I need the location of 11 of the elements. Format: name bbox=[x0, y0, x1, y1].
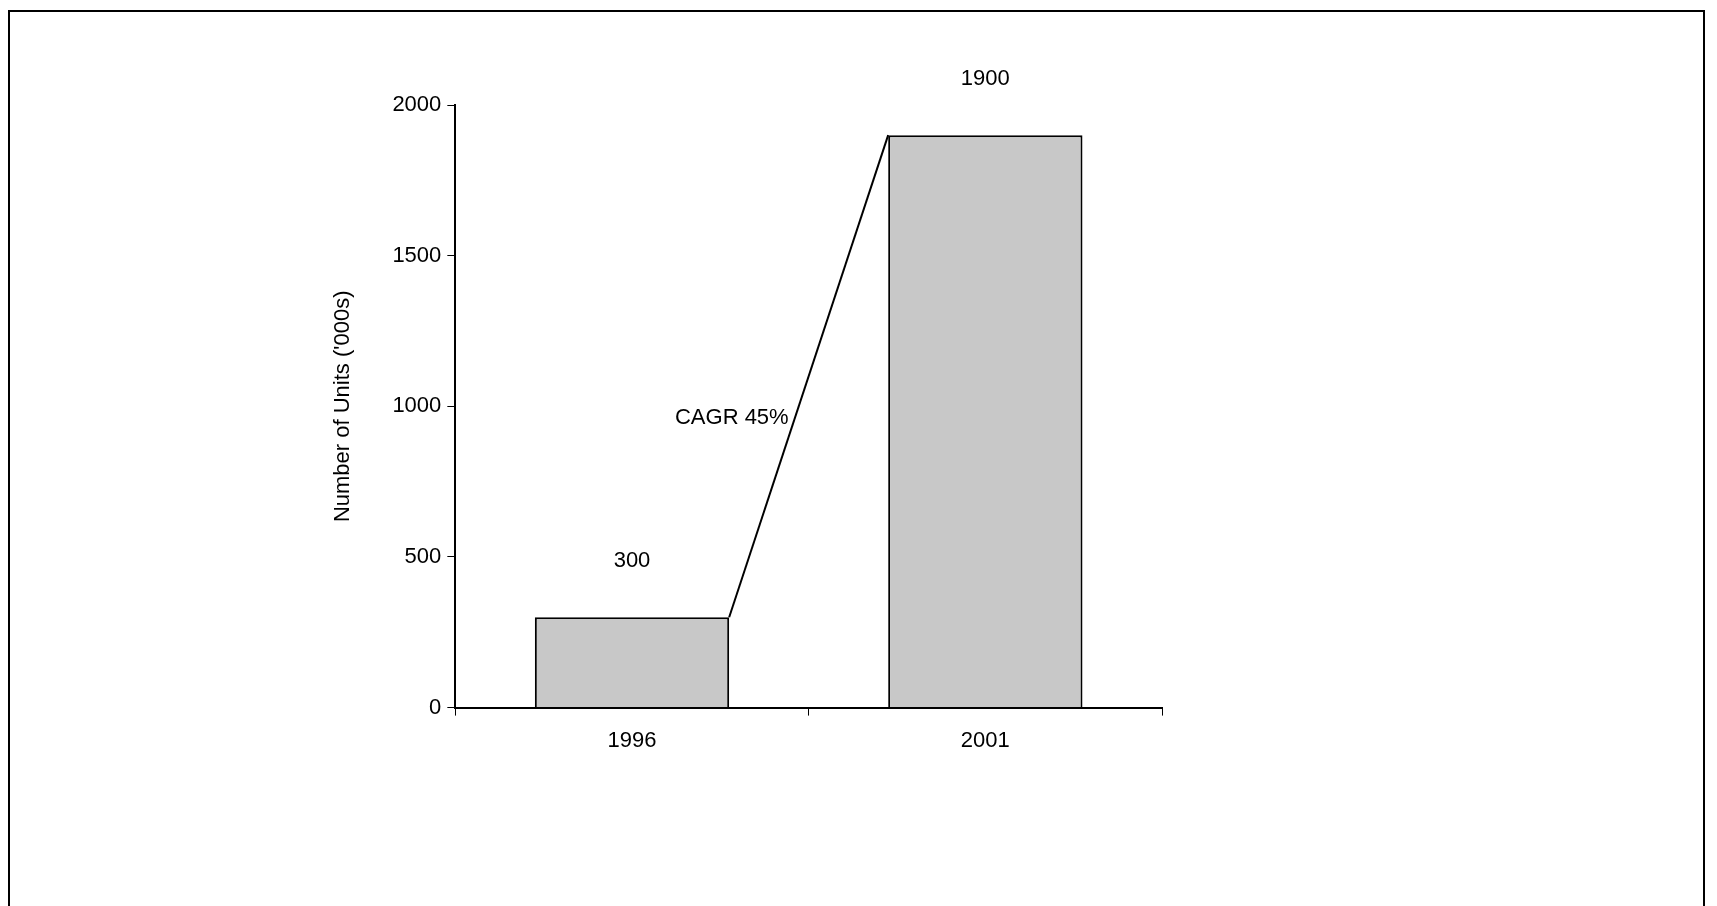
y-tick-label: 1000 bbox=[392, 392, 442, 418]
x-tick-label: 2001 bbox=[960, 726, 1010, 752]
annotation: CAGR 45% bbox=[674, 404, 789, 430]
y-tick-label: 1500 bbox=[392, 241, 442, 267]
y-tick-label: 2000 bbox=[392, 91, 442, 117]
data-label: 1900 bbox=[960, 65, 1010, 91]
y-axis-title: Number of Units ('000s) bbox=[329, 290, 355, 523]
y-tick-label: 500 bbox=[404, 543, 442, 569]
data-label: 300 bbox=[613, 547, 651, 573]
y-tick-label: 0 bbox=[429, 693, 442, 719]
x-tick-label: 1996 bbox=[607, 726, 657, 752]
